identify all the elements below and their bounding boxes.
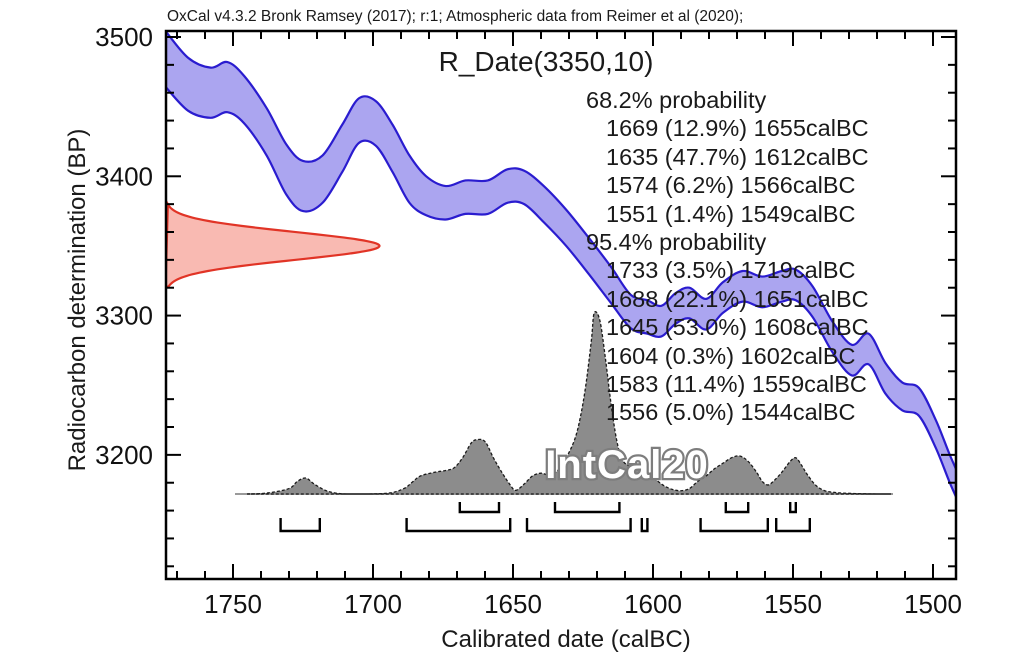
probability-ranges: 68.2% probability 1669 (12.9%) 1655calBC 1… xyxy=(578,86,869,427)
axis-ticks xyxy=(167,32,955,578)
probability-range-line: 1688 (22.1%) 1651calBC xyxy=(606,285,869,312)
probability-range-line: 1604 (0.3%) 1602calBC xyxy=(606,342,856,369)
range-bracket-68 xyxy=(458,502,501,514)
calibration-curve-lower-edge xyxy=(166,86,956,500)
tick-labels: 1750 1700 1650 1600 1550 1500 3500 3400 3300 3200 xyxy=(95,22,962,619)
x-tick-label: 1550 xyxy=(764,589,822,619)
calibration-curve-upper-edge xyxy=(166,31,956,472)
range-bracket-95 xyxy=(525,518,632,533)
probability-range-line: 1645 (53.0%) 1608calBC xyxy=(606,314,869,341)
range-bracket-95 xyxy=(775,518,811,533)
x-tick-label: 1500 xyxy=(904,589,962,619)
probability-range-line: 1556 (5.0%) 1544calBC xyxy=(606,399,856,426)
x-axis-label: Calibrated date (calBC) xyxy=(441,626,691,653)
probability-range-line: 1551 (1.4%) 1549calBC xyxy=(606,200,856,227)
range-bracket-95 xyxy=(699,518,769,533)
probability-range-line: 1635 (47.7%) 1612calBC xyxy=(606,143,869,170)
y-tick-label: 3500 xyxy=(95,22,153,52)
x-tick-label: 1650 xyxy=(484,589,542,619)
range-bracket-68 xyxy=(553,502,621,514)
range-bracket-68 xyxy=(789,502,797,514)
probability-range-line: 1583 (11.4%) 1559calBC xyxy=(606,371,867,398)
intcal20-watermark: IntCal20 xyxy=(545,443,709,487)
range-bracket-68 xyxy=(724,502,750,514)
plot-area: IntCal20 xyxy=(166,31,956,500)
y-axis-label: Radiocarbon determination (BP) xyxy=(64,128,91,472)
range-brackets xyxy=(279,502,811,533)
attribution-text: OxCal v4.3.2 Bronk Ramsey (2017); r:1; A… xyxy=(167,8,744,25)
probability-range-line: 1669 (12.9%) 1655calBC xyxy=(606,115,869,142)
probability-range-line: 1574 (6.2%) 1566calBC xyxy=(606,172,856,199)
range-bracket-95 xyxy=(279,518,321,533)
y-tick-label: 3200 xyxy=(95,440,153,470)
x-tick-label: 1700 xyxy=(344,589,402,619)
plot-frame xyxy=(164,29,958,581)
range-bracket-95 xyxy=(640,518,649,533)
range-bracket-95 xyxy=(405,518,512,533)
probability-range-line: 1733 (3.5%) 1719calBC xyxy=(606,257,856,284)
plot-title: R_Date(3350,10) xyxy=(438,46,654,77)
y-tick-label: 3300 xyxy=(95,301,153,331)
probability-header: 68.2% probability xyxy=(586,87,767,113)
probability-header: 95.4% probability xyxy=(586,229,767,256)
y-tick-label: 3400 xyxy=(95,161,153,191)
calibrated-distribution xyxy=(246,311,892,495)
x-tick-label: 1600 xyxy=(624,589,682,619)
x-tick-label: 1750 xyxy=(204,589,262,619)
radiocarbon-likelihood-curve xyxy=(166,200,381,289)
